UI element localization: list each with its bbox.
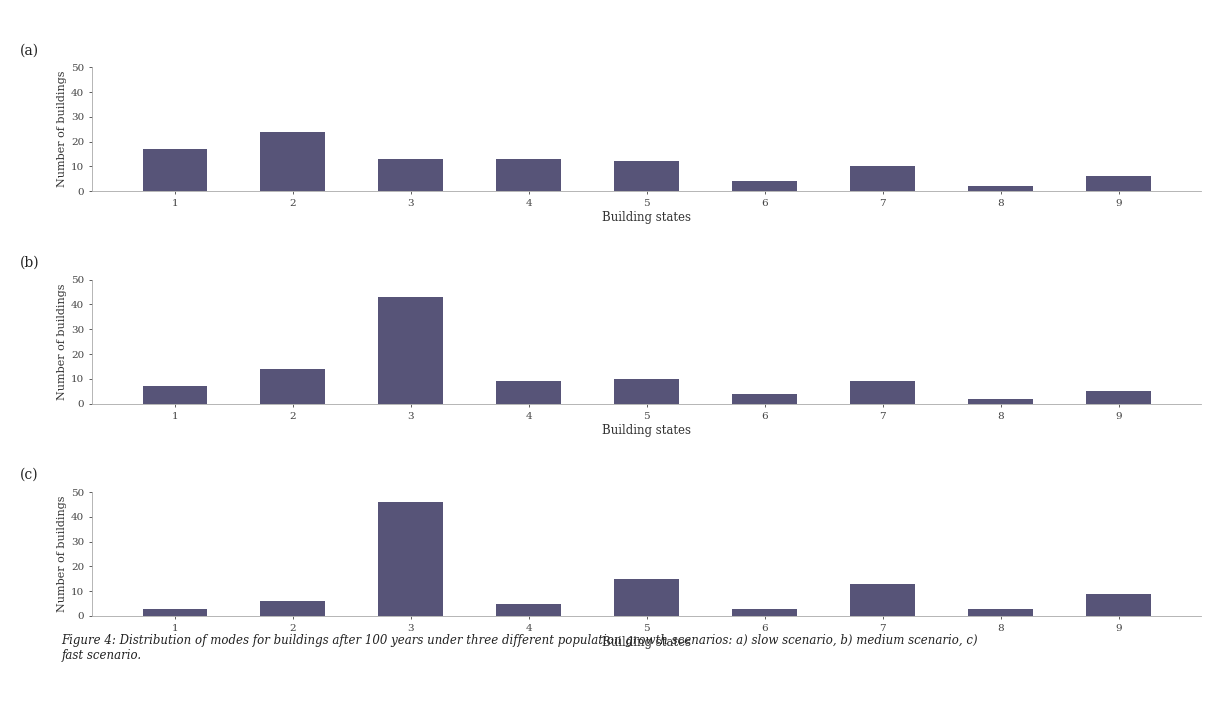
Bar [143, 149, 207, 191]
Text: (c): (c) [20, 468, 39, 482]
X-axis label: Building states: Building states [602, 211, 691, 224]
X-axis label: Building states: Building states [602, 636, 691, 649]
Bar [496, 381, 562, 404]
Bar [732, 394, 797, 404]
Bar [615, 161, 679, 191]
Bar [850, 583, 915, 616]
Bar [260, 601, 325, 616]
Bar [968, 186, 1034, 191]
Bar [378, 297, 444, 404]
Bar [378, 502, 444, 616]
Y-axis label: Number of buildings: Number of buildings [57, 496, 67, 612]
Text: (a): (a) [20, 43, 39, 57]
X-axis label: Building states: Building states [602, 423, 691, 437]
Bar [615, 579, 679, 616]
Bar [732, 608, 797, 616]
Bar [378, 159, 444, 191]
Bar [143, 387, 207, 404]
Bar [143, 608, 207, 616]
Bar [260, 132, 325, 191]
Bar [260, 369, 325, 404]
Text: Figure 4: Distribution of modes for buildings after 100 years under three differ: Figure 4: Distribution of modes for buil… [62, 634, 978, 662]
Bar [496, 603, 562, 616]
Y-axis label: Number of buildings: Number of buildings [57, 71, 67, 188]
Y-axis label: Number of buildings: Number of buildings [57, 283, 67, 400]
Text: (b): (b) [20, 256, 39, 270]
Bar [1087, 176, 1151, 191]
Bar [850, 381, 915, 404]
Bar [1087, 593, 1151, 616]
Bar [615, 379, 679, 404]
Bar [1087, 391, 1151, 404]
Bar [968, 608, 1034, 616]
Bar [496, 159, 562, 191]
Bar [850, 166, 915, 191]
Bar [732, 181, 797, 191]
Bar [968, 399, 1034, 404]
